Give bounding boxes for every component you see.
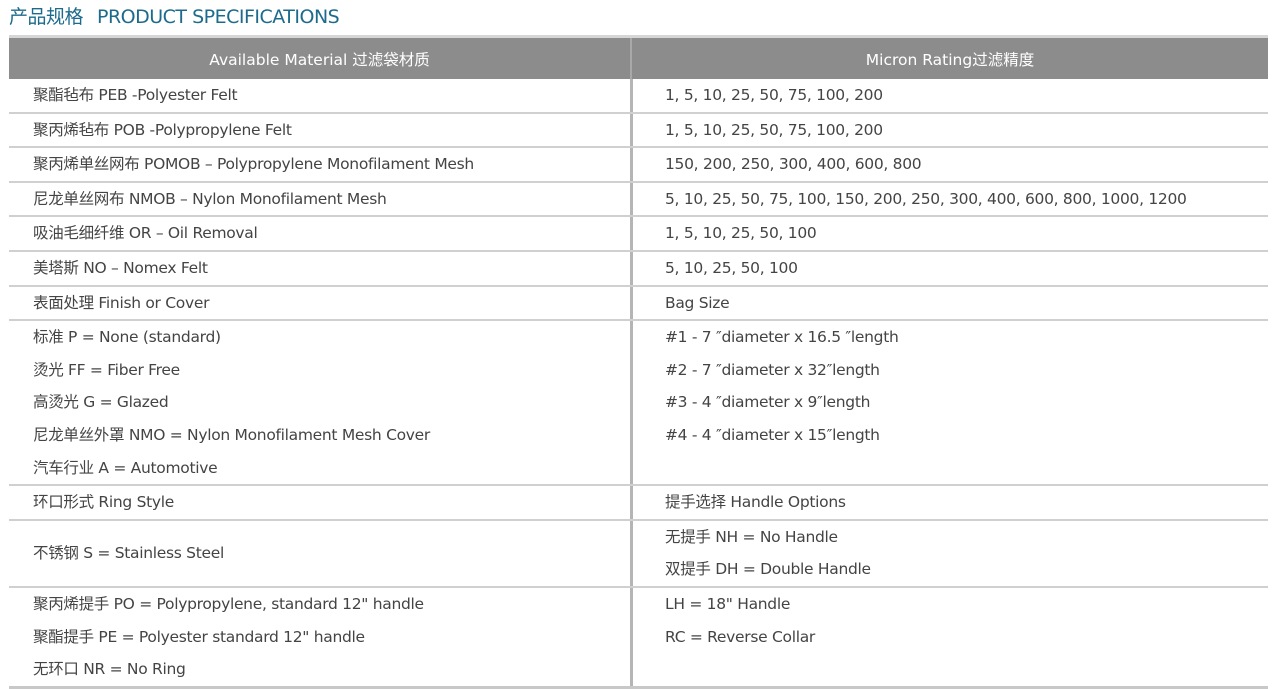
cell-line: 150, 200, 250, 300, 400, 600, 800 — [665, 155, 922, 174]
cell-line: 5, 10, 25, 50, 75, 100, 150, 200, 250, 3… — [665, 189, 1187, 208]
cell-line: 提手选择 Handle Options — [665, 493, 846, 512]
table-row: 吸油毛细纤维 OR – Oil Removal 1, 5, 10, 25, 50,… — [9, 215, 1268, 250]
cell-line: Bag Size — [665, 293, 730, 312]
cell-line: 聚丙烯单丝网布 POMOB – Polypropylene Monofilame… — [33, 155, 474, 174]
cell-line: 标准 P = None (standard) — [33, 328, 221, 347]
table-row: 聚丙烯单丝网布 POMOB – Polypropylene Monofilame… — [9, 146, 1268, 181]
cell-line: #3 - 4 ″diameter x 9″length — [665, 393, 871, 412]
micron-cell: 1, 5, 10, 25, 50, 75, 100, 200 — [630, 79, 1268, 112]
table-row: 聚丙烯毡布 POB -Polypropylene Felt 1, 5, 10, 2… — [9, 111, 1268, 147]
cell-line: #1 - 7 ″diameter x 16.5 ″length — [665, 328, 899, 347]
material-cell: 吸油毛细纤维 OR – Oil Removal — [9, 217, 630, 250]
cell-line: 1, 5, 10, 25, 50, 75, 100, 200 — [665, 120, 883, 139]
table-row: 聚酯毡布 PEB -Polyester Felt 1, 5, 10, 25, 50… — [9, 79, 1268, 112]
material-cell: 聚丙烯单丝网布 POMOB – Polypropylene Monofilame… — [9, 148, 630, 181]
micron-cell: 1, 5, 10, 25, 50, 75, 100, 200 — [630, 113, 1268, 147]
cell-line: 聚丙烯提手 PO = Polypropylene, standard 12" h… — [33, 594, 424, 613]
table-row: 尼龙单丝网布 NMOB – Nylon Monofilament Mesh 5, … — [9, 180, 1268, 216]
cell-line: 聚酯提手 PE = Polyester standard 12" handle — [33, 627, 365, 646]
cell-line: #4 - 4 ″diameter x 15″length — [665, 425, 880, 444]
page-title: 产品规格 PRODUCT SPECIFICATIONS — [9, 2, 353, 29]
cell-line: 1, 5, 10, 25, 50, 75, 100, 200 — [665, 86, 883, 104]
cell-line: 聚丙烯毡布 POB -Polypropylene Felt — [33, 120, 292, 139]
material-cell: 环口形式 Ring Style — [9, 486, 630, 519]
cell-line: RC = Reverse Collar — [665, 627, 815, 646]
material-cell: 美塔斯 NO – Nomex Felt — [9, 252, 630, 285]
cell-line: 无环口 NR = No Ring — [33, 660, 186, 679]
material-cell: 聚丙烯提手 PO = Polypropylene, standard 12" h… — [9, 588, 630, 686]
material-cell: 聚酯毡布 PEB -Polyester Felt — [9, 79, 630, 112]
table-row: 表面处理 Finish or Cover Bag Size — [9, 284, 1268, 320]
cell-line: 聚酯毡布 PEB -Polyester Felt — [33, 86, 238, 104]
material-cell: 尼龙单丝网布 NMOB – Nylon Monofilament Mesh — [9, 183, 630, 216]
cell-line: 美塔斯 NO – Nomex Felt — [33, 258, 208, 277]
table-row: 美塔斯 NO – Nomex Felt 5, 10, 25, 50, 100 — [9, 249, 1268, 285]
cell-line: 1, 5, 10, 25, 50, 100 — [665, 224, 817, 243]
cell-line: #2 - 7 ″diameter x 32″length — [665, 360, 880, 379]
cell-line: 表面处理 Finish or Cover — [33, 293, 210, 312]
table-row: 不锈钢 S = Stainless Steel 无提手 NH = No Handl… — [9, 518, 1268, 586]
cell-line: LH = 18" Handle — [665, 594, 791, 613]
micron-cell: 1, 5, 10, 25, 50, 100 — [630, 217, 1268, 250]
header-material: Available Material 过滤袋材质 — [209, 50, 430, 69]
cell-line: 双提手 DH = Double Handle — [665, 560, 871, 579]
micron-cell: LH = 18" Handle RC = Reverse Collar — [630, 587, 1268, 686]
cell-line: 不锈钢 S = Stainless Steel — [33, 544, 224, 563]
material-cell: 标准 P = None (standard) 烫光 FF = Fiber Free… — [9, 321, 630, 484]
cell-line: 烫光 FF = Fiber Free — [33, 360, 180, 379]
micron-cell: Bag Size — [630, 286, 1268, 320]
cell-line: 汽车行业 A = Automotive — [33, 458, 218, 477]
header-micron: Micron Rating过滤精度 — [630, 38, 1268, 79]
material-cell: 聚丙烯毡布 POB -Polypropylene Felt — [9, 114, 630, 147]
cell-line: 尼龙单丝外罩 NMO = Nylon Monofilament Mesh Cov… — [33, 425, 430, 444]
material-cell: 不锈钢 S = Stainless Steel — [9, 521, 630, 586]
cell-line: 高烫光 G = Glazed — [33, 393, 169, 412]
cell-line: 环口形式 Ring Style — [33, 493, 175, 512]
cell-line: 尼龙单丝网布 NMOB – Nylon Monofilament Mesh — [33, 189, 387, 208]
micron-cell: #1 - 7 ″diameter x 16.5 ″length #2 - 7 ″d… — [630, 321, 1268, 485]
cell-line: 5, 10, 25, 50, 100 — [665, 258, 798, 277]
title-en: PRODUCT SPECIFICATIONS — [97, 6, 340, 28]
micron-cell: 提手选择 Handle Options — [630, 486, 1268, 519]
cell-line: 吸油毛细纤维 OR – Oil Removal — [33, 224, 258, 243]
micron-cell: 150, 200, 250, 300, 400, 600, 800 — [630, 148, 1268, 181]
table-row: 聚丙烯提手 PO = Polypropylene, standard 12" h… — [9, 585, 1268, 686]
micron-cell: 5, 10, 25, 50, 100 — [630, 251, 1268, 285]
table-header: Available Material 过滤袋材质 Micron Rating过滤… — [9, 38, 1268, 79]
micron-cell: 无提手 NH = No Handle 双提手 DH = Double Handle — [630, 520, 1268, 586]
cell-line: 无提手 NH = No Handle — [665, 527, 838, 546]
spec-table: Available Material 过滤袋材质 Micron Rating过滤… — [9, 35, 1268, 689]
table-row: 环口形式 Ring Style 提手选择 Handle Options — [9, 484, 1268, 519]
micron-cell: 5, 10, 25, 50, 75, 100, 150, 200, 250, 3… — [630, 182, 1268, 216]
title-cn: 产品规格 — [9, 6, 84, 28]
material-cell: 表面处理 Finish or Cover — [9, 287, 630, 320]
table-row: 标准 P = None (standard) 烫光 FF = Fiber Free… — [9, 319, 1268, 485]
